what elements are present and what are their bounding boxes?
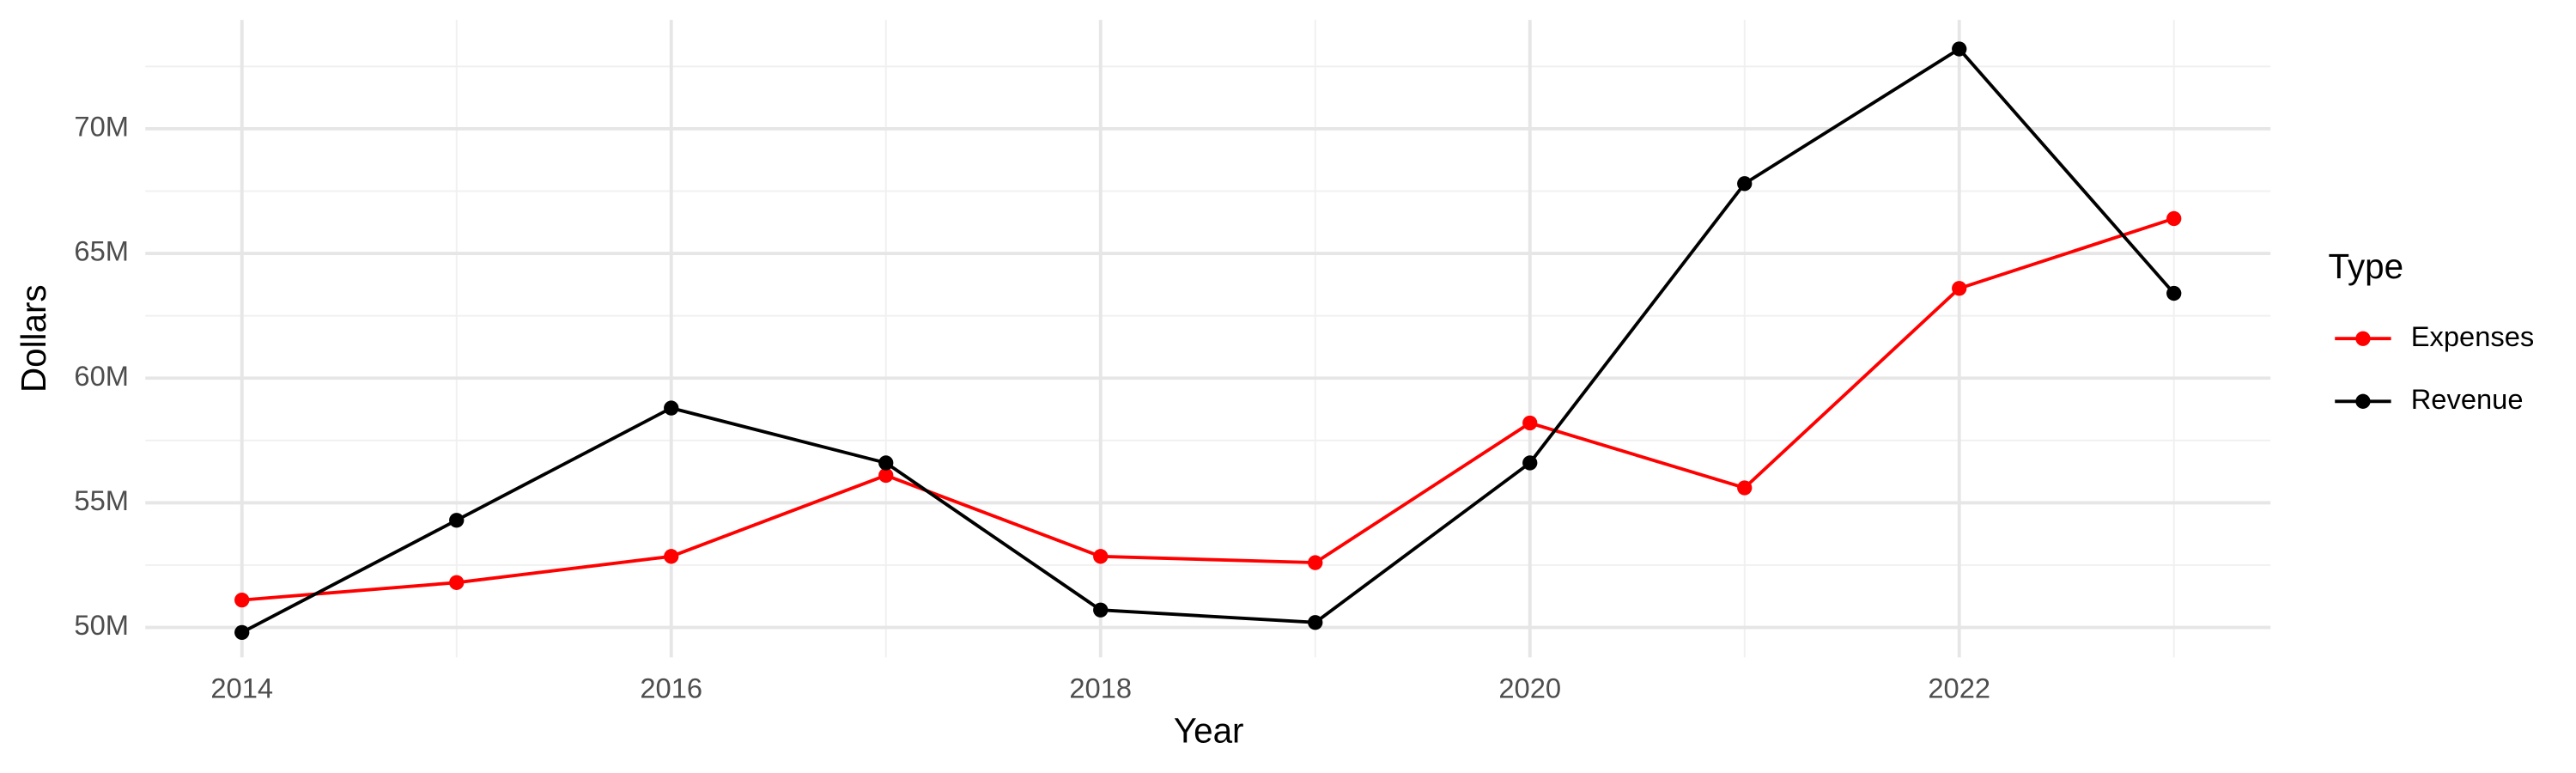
- data-point: [1952, 41, 1967, 57]
- x-tick-label: 2022: [1928, 672, 1990, 703]
- data-point: [1093, 549, 1109, 564]
- data-point: [1737, 176, 1753, 192]
- data-point: [234, 624, 250, 641]
- x-tick-label: 2020: [1498, 672, 1561, 703]
- legend-label: Revenue: [2411, 383, 2524, 415]
- series-line: [241, 216, 2175, 602]
- data-point: [1952, 281, 1967, 296]
- x-tick-label: 2018: [1069, 672, 1132, 703]
- legend-label: Expenses: [2411, 320, 2535, 352]
- y-tick-label: 50M: [74, 609, 129, 641]
- data-point: [234, 592, 250, 608]
- data-point: [449, 513, 465, 528]
- legend-title: Type: [2329, 247, 2404, 286]
- data-point: [878, 455, 894, 471]
- data-point: [1522, 455, 1538, 471]
- y-tick-label: 60M: [74, 360, 129, 392]
- data-point: [1093, 602, 1109, 618]
- data-point: [664, 549, 679, 564]
- y-tick-label: 70M: [74, 111, 129, 143]
- data-point: [878, 467, 894, 484]
- x-tick-label: 2014: [210, 672, 273, 703]
- x-tick-label: 2016: [640, 672, 702, 703]
- x-axis-title: Year: [1174, 711, 1244, 751]
- data-point: [1308, 615, 1323, 630]
- legend-swatch-point: [2355, 393, 2371, 409]
- y-tick-label: 55M: [74, 484, 129, 516]
- data-point: [664, 400, 679, 416]
- data-point: [2166, 285, 2182, 301]
- data-point: [1308, 555, 1323, 570]
- legend-swatch-point: [2355, 331, 2371, 346]
- data-point: [1737, 480, 1753, 496]
- series-line: [240, 46, 2176, 635]
- y-axis-title: Dollars: [14, 284, 53, 393]
- y-tick-label: 65M: [74, 235, 129, 267]
- data-point: [1522, 415, 1538, 431]
- data-point: [2166, 210, 2182, 227]
- data-point: [449, 575, 465, 590]
